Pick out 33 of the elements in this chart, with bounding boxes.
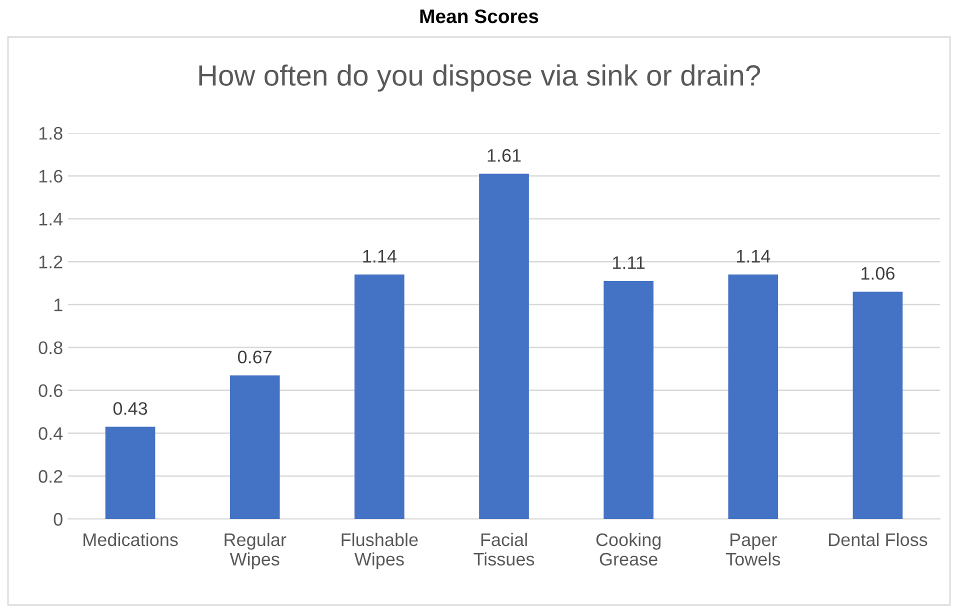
data-label: 1.06 xyxy=(862,267,894,280)
x-tick-label: Facial Tissues xyxy=(474,532,534,566)
data-label: 1.11 xyxy=(613,256,645,269)
x-tick-label: Regular Wipes xyxy=(224,532,286,570)
bar xyxy=(852,292,903,519)
y-tick-label: 0.6 xyxy=(38,384,62,398)
bar xyxy=(479,174,529,519)
y-tick-label: 1.2 xyxy=(39,256,62,268)
data-label: 0.43 xyxy=(113,402,148,415)
bar xyxy=(105,426,156,519)
x-tick-label: Paper Towels xyxy=(726,534,780,566)
bar xyxy=(354,274,404,519)
y-tick-label: 1.4 xyxy=(39,212,63,226)
y-tick-label: 1.8 xyxy=(39,126,62,140)
y-tick-label: 0.2 xyxy=(38,470,62,483)
x-tick-label: Dental Floss xyxy=(829,532,928,546)
y-tick-label: 1.6 xyxy=(39,170,62,183)
chart-subtitle: How often do you dispose via sink or drain? xyxy=(199,64,760,92)
x-tick-label: Medications xyxy=(84,532,178,546)
x-tick-label: Flushable Wipes xyxy=(342,532,418,570)
y-tick-label: 1 xyxy=(54,298,62,312)
data-label: 1.61 xyxy=(488,149,521,162)
y-tick-label: 0.8 xyxy=(38,341,62,354)
bar xyxy=(728,274,778,519)
y-tick-label: 0.4 xyxy=(38,427,63,440)
y-tick-label: 0 xyxy=(54,512,62,526)
x-tick-label: Cooking Grease xyxy=(596,532,661,566)
data-label: 1.14 xyxy=(363,250,396,262)
data-label: 1.14 xyxy=(736,250,770,262)
chart-title: Mean Scores xyxy=(420,9,538,24)
bar xyxy=(604,280,654,519)
bar xyxy=(230,375,280,519)
data-label: 0.67 xyxy=(238,350,272,364)
